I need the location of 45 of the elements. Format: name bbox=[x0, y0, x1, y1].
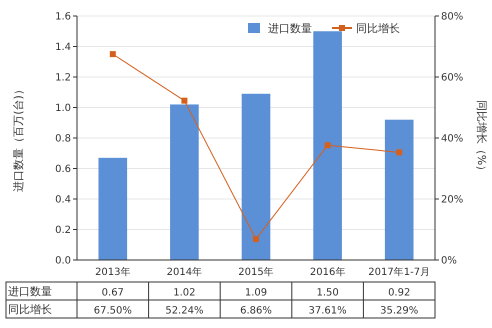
data-label: 0.67 bbox=[102, 288, 124, 298]
data-label: 1.02 bbox=[173, 288, 196, 298]
text: 0.4 bbox=[55, 194, 71, 206]
data-label: 67.50% bbox=[94, 306, 132, 316]
text: 1.0 bbox=[55, 103, 71, 114]
point bbox=[396, 149, 402, 156]
text: 1.2 bbox=[55, 72, 71, 84]
y2-tick-label: 0% bbox=[441, 256, 457, 266]
bar bbox=[242, 94, 270, 260]
y2-tick-label: 20% bbox=[441, 194, 464, 206]
text: 0.0 bbox=[55, 256, 71, 266]
data-label: 35.29% bbox=[380, 306, 418, 316]
x-tick-label: 2015年 bbox=[238, 266, 274, 278]
text: 1.6 bbox=[55, 12, 71, 22]
x-tick-label: 2014年 bbox=[166, 266, 202, 278]
text: 同比增长 bbox=[8, 302, 52, 316]
text: 0.2 bbox=[55, 225, 71, 236]
x-tick-label: 2017年1-7月 bbox=[368, 266, 430, 278]
bar bbox=[384, 120, 414, 260]
y2-tick-label: 80% bbox=[441, 12, 464, 22]
x-tick-label: 2013年 bbox=[95, 266, 131, 278]
bar bbox=[313, 31, 342, 260]
data-label: 1.50 bbox=[316, 288, 339, 298]
data-label: 1.09 bbox=[244, 288, 268, 298]
point bbox=[181, 98, 188, 104]
data-label: 37.61% bbox=[308, 306, 347, 316]
data-label: 6.86% bbox=[240, 306, 272, 316]
bar bbox=[170, 104, 199, 260]
point bbox=[253, 236, 259, 242]
y2-tick-label: 60% bbox=[441, 72, 464, 84]
text: 0.8 bbox=[55, 134, 71, 144]
point bbox=[110, 51, 116, 58]
legend-label: 同比增长 bbox=[356, 22, 400, 35]
y2-tick-label: 40% bbox=[441, 134, 464, 144]
text: 0.6 bbox=[55, 164, 71, 175]
text: 进口数量 bbox=[8, 284, 52, 298]
point bbox=[324, 142, 331, 148]
data-label: 0.92 bbox=[388, 288, 410, 298]
bar bbox=[98, 158, 128, 260]
y-axis-title: 进口数量（百万(台)） bbox=[12, 84, 25, 192]
x-tick-label: 2016年 bbox=[310, 266, 346, 278]
legend-label: 进口数量 bbox=[268, 22, 312, 35]
text: 1.4 bbox=[55, 42, 71, 53]
y2-axis-title: 同比增长（%） bbox=[475, 100, 488, 176]
data-label: 52.24% bbox=[165, 306, 204, 316]
